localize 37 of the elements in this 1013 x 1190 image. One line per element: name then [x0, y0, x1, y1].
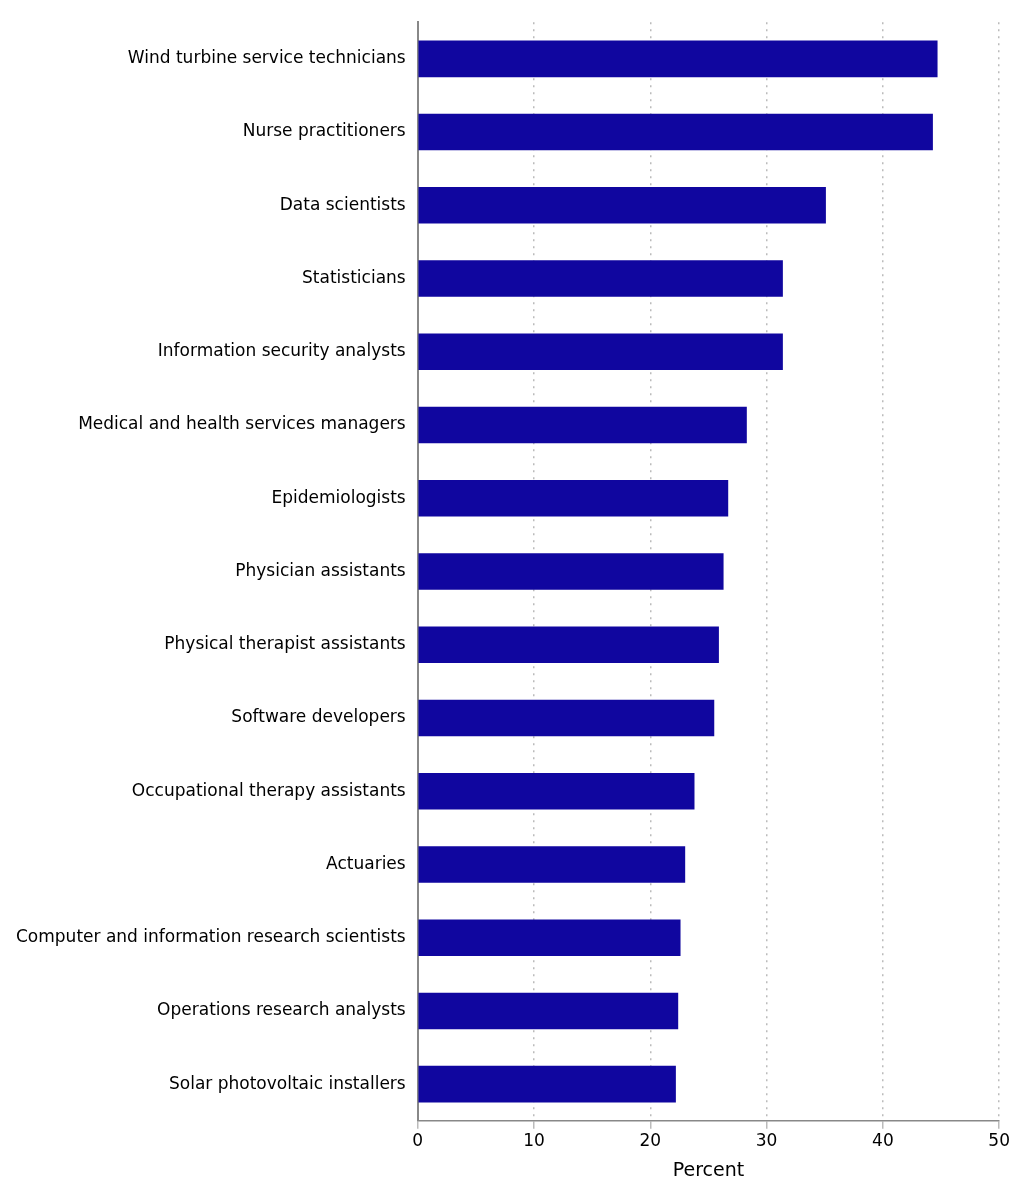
- x-tick-label: 40: [872, 1130, 894, 1151]
- bar: [418, 186, 826, 224]
- x-tick-label: 20: [639, 1130, 662, 1151]
- bar: [418, 1065, 676, 1103]
- y-tick-label: Wind turbine service technicians: [127, 47, 406, 68]
- x-tick-label: 30: [755, 1130, 778, 1151]
- y-tick-label: Computer and information research scientists: [15, 926, 406, 947]
- y-tick-label: Software developers: [231, 706, 406, 727]
- x-tick-label: 50: [988, 1130, 1010, 1151]
- y-tick-label: Information security analysts: [157, 340, 406, 361]
- bar: [418, 406, 747, 444]
- y-tick-label: Statisticians: [302, 266, 406, 287]
- y-tick-label: Occupational therapy assistants: [131, 779, 406, 800]
- y-tick-label: Operations research analysts: [157, 999, 406, 1020]
- bar: [418, 113, 933, 151]
- x-tick-label: 10: [523, 1130, 545, 1151]
- x-axis-title: Percent: [672, 1157, 745, 1180]
- y-tick-label: Solar photovoltaic installers: [168, 1072, 406, 1093]
- y-tick-label: Data scientists: [279, 193, 406, 214]
- y-tick-label: Medical and health services managers: [78, 413, 406, 434]
- bar: [418, 553, 724, 590]
- y-tick-label: Physician assistants: [235, 559, 406, 580]
- y-tick-label: Nurse practitioners: [242, 120, 406, 141]
- y-tick-label: Physical therapist assistants: [164, 633, 406, 654]
- bar: [418, 260, 783, 297]
- bar: [418, 846, 686, 883]
- bar: [418, 40, 938, 78]
- y-tick-label: Actuaries: [326, 852, 406, 873]
- bar: [418, 919, 681, 957]
- x-tick-label: 0: [412, 1130, 424, 1151]
- y-tick-label: Epidemiologists: [271, 486, 406, 507]
- bar: [418, 992, 679, 1030]
- bar: [418, 699, 715, 737]
- bar: [418, 333, 783, 371]
- bar: [418, 626, 719, 664]
- bar: [418, 479, 729, 517]
- bar: [418, 772, 695, 810]
